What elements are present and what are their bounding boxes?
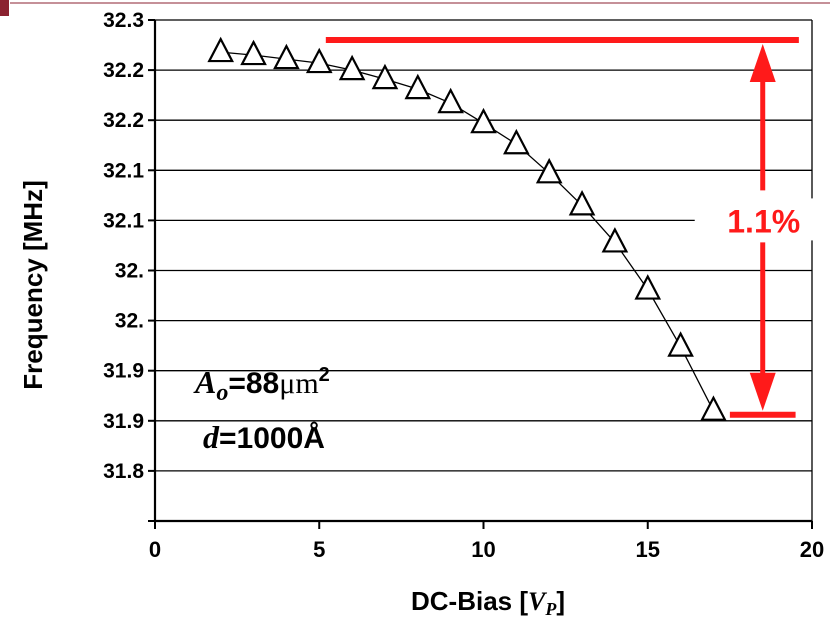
area-note: Ao=88μm2 [193, 364, 330, 406]
arrow-head-up [749, 44, 776, 83]
y-tick-label: 31.9 [103, 360, 144, 383]
annotations: 1.1% [325, 37, 815, 418]
area-note-sub: o [216, 380, 228, 406]
x-axis-title-var: V [528, 587, 548, 616]
data-point [371, 63, 399, 90]
data-point [273, 43, 300, 70]
data-point [535, 157, 563, 184]
data-point [305, 47, 333, 74]
data-point [207, 36, 235, 63]
percent-label: 1.1% [727, 203, 800, 239]
area-note-unit: μm [279, 367, 318, 400]
series [207, 36, 727, 421]
x-tick-label: 10 [471, 537, 495, 562]
y-tick-label: 31.9 [103, 410, 144, 433]
data-point [240, 39, 267, 66]
x-axis-title: DC-Bias [VP] [411, 586, 565, 619]
area-note-value: =88 [228, 367, 279, 400]
data-point [700, 395, 727, 421]
data-point [470, 107, 497, 134]
y-tick-label: 32.2 [103, 109, 144, 132]
percent-label-bg [694, 198, 815, 241]
area-note-exp: 2 [319, 364, 330, 386]
x-axis-title-end: ] [556, 586, 565, 616]
y-tick-label: 32.1 [103, 159, 144, 182]
data-point [503, 128, 530, 155]
series-line [220, 51, 714, 412]
y-axis-title: Frequency [MHz] [18, 180, 48, 389]
y-tick-label: 31.8 [103, 460, 144, 483]
y-tick-label: 32. [115, 310, 144, 333]
x-axis-title-main: DC-Bias [ [411, 586, 528, 616]
y-tick-label: 32.3 [103, 9, 144, 32]
y-axis-ticks: 32.3 32.2 32.2 32.1 32.1 32. 32. 31.9 31.9 31.8 [103, 9, 155, 522]
data-point [568, 189, 596, 216]
gap-note-prefix: d [203, 419, 220, 455]
x-tick-label: 20 [800, 537, 824, 562]
data-point [338, 54, 366, 81]
x-tick-label: 5 [313, 537, 325, 562]
data-point [404, 73, 432, 100]
grid [155, 69, 812, 472]
x-axis-ticks: 0 5 10 15 20 [149, 521, 824, 562]
gap-note: d=1000Å [203, 419, 325, 455]
y-tick-label: 32.1 [103, 209, 144, 232]
gap-note-value: =1000Å [219, 422, 325, 455]
y-tick-label: 32.2 [103, 59, 144, 82]
arrow-head-down [749, 372, 776, 411]
x-tick-label: 0 [149, 537, 161, 562]
y-tick-label: 32. [115, 260, 144, 283]
data-point [667, 331, 694, 357]
corner-decoration [0, 0, 9, 16]
area-note-prefix: A [193, 364, 216, 400]
data-point [601, 227, 629, 253]
x-tick-label: 15 [636, 537, 660, 562]
data-point [437, 87, 464, 114]
data-point [634, 274, 662, 300]
x-axis-title-sub: P [544, 599, 557, 619]
